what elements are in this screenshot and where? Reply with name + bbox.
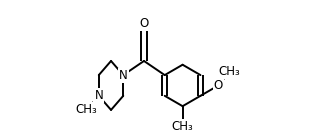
Text: N: N (119, 69, 128, 82)
Text: CH₃: CH₃ (219, 65, 241, 78)
Text: O: O (140, 17, 148, 30)
Text: N: N (94, 89, 103, 102)
Text: CH₃: CH₃ (76, 103, 97, 116)
Text: CH₃: CH₃ (172, 120, 194, 133)
Text: O: O (214, 79, 223, 92)
